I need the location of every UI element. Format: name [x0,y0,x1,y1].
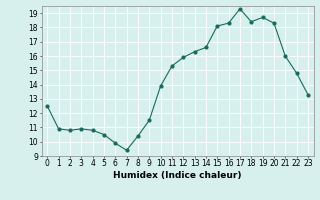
X-axis label: Humidex (Indice chaleur): Humidex (Indice chaleur) [113,171,242,180]
